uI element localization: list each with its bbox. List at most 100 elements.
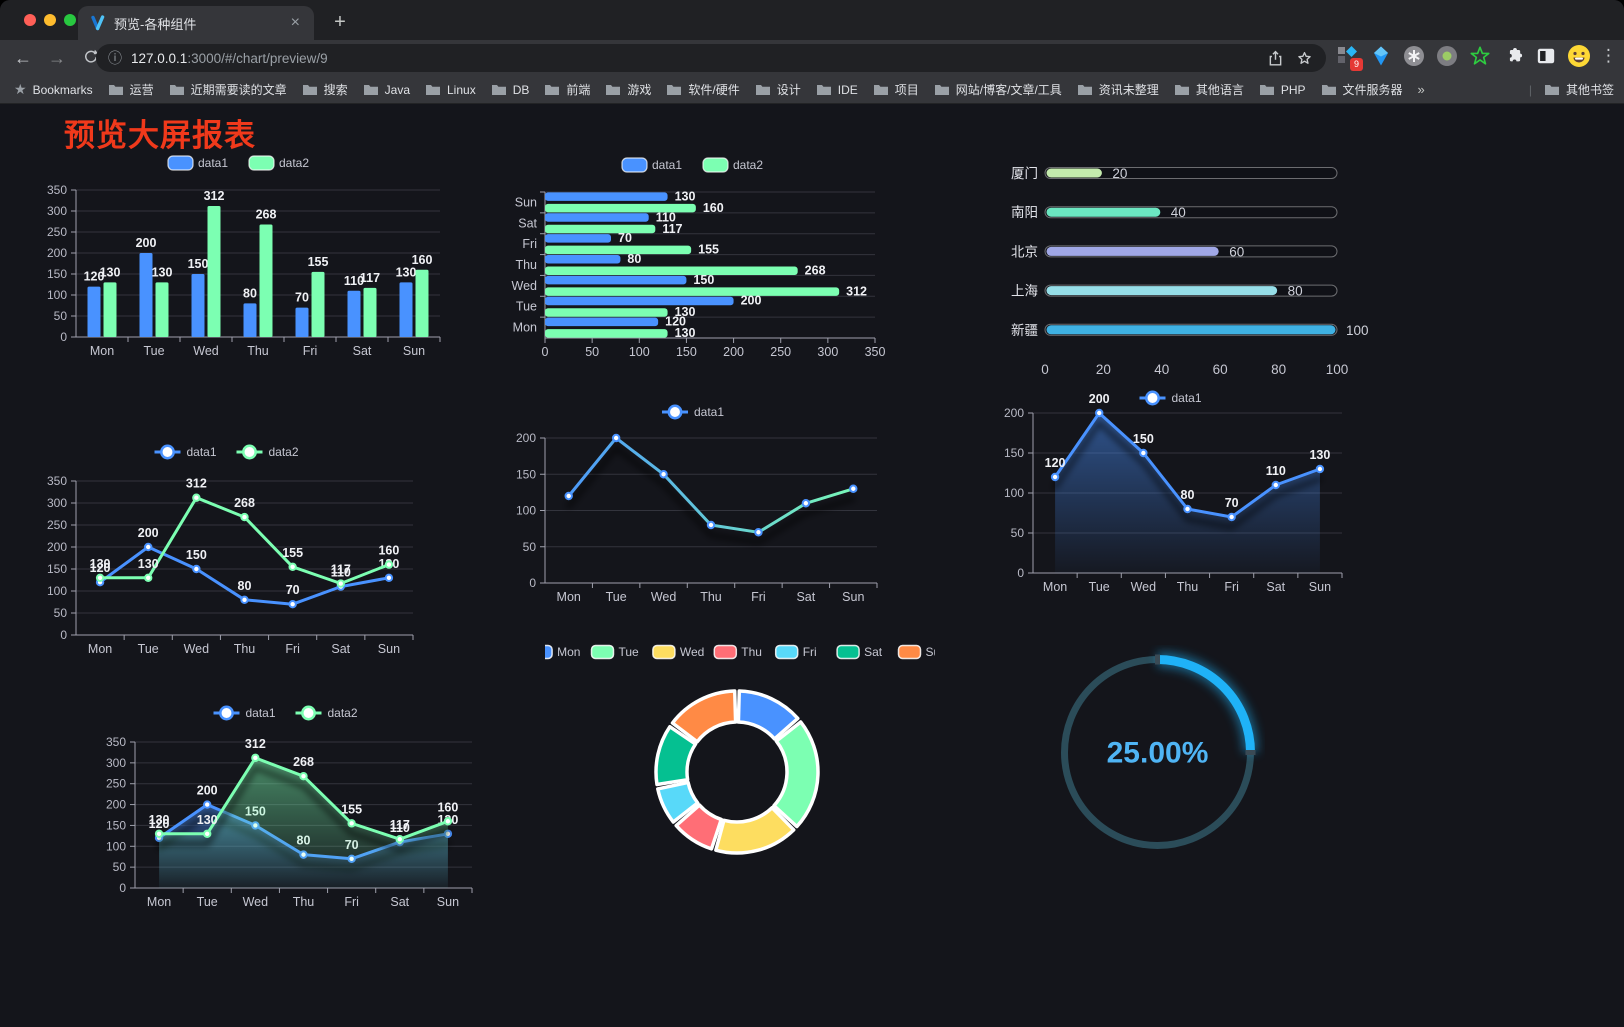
gem-extension-icon[interactable] [1369,44,1393,68]
bookmark-folder-label: 运营 [129,83,154,97]
bookmark-folder[interactable]: 前端 [544,81,590,98]
svg-text:200: 200 [136,236,157,250]
browser-tab[interactable]: 预览-各种组件 × [78,6,314,40]
folder-icon [1174,85,1189,95]
donut-svg: Mon Tue Wed Thu Fri Sat Sun [529,644,947,855]
svg-text:Sun: Sun [403,344,425,358]
url-bar[interactable]: ⓘ 127.0.0.1 :3000/#/chart/preview/9 [96,44,1326,72]
svg-text:50: 50 [523,540,537,554]
area-line-chart: data1 0 50 100 150 200 Mon Tue Wed Thu Fri Sat Sun 12… [995,385,1350,597]
bookmark-folder[interactable]: PHP [1259,83,1306,97]
bookmark-folder[interactable]: 软件/硬件 [666,81,740,98]
window-controls[interactable] [24,14,76,26]
site-info-icon[interactable]: ⓘ [108,50,122,66]
profile-avatar[interactable] [1567,44,1591,68]
other-bookmarks-folder[interactable]: 其他书签 [1544,81,1614,98]
gradient-line-svg: data1 0 50 100 150 200 Mon Tue Wed Thu Fri Sat Sun [516,404,878,604]
svg-text:Fri: Fri [344,895,359,909]
dual-area-line-svg: data1 data2 0 50 100 150 200 250 300 350 Mon Tue Wed… [106,705,473,909]
bookmark-folder[interactable]: 近期需要读的文章 [169,81,287,98]
share-icon[interactable] [1266,49,1285,68]
svg-text:Mon: Mon [1043,580,1067,594]
svg-text:data2: data2 [269,445,299,459]
svg-text:120: 120 [84,270,105,284]
grouped-bar-chart: data1 data2 0 50 100 150 200 250 300 350 Mon 120 130… [36,145,446,360]
url-host: 127.0.0.1 [131,50,188,66]
zoom-window-button[interactable] [64,14,76,26]
svg-text:北京: 北京 [1011,244,1038,259]
svg-text:Tue: Tue [143,344,164,358]
dot-circle-extension-icon[interactable] [1435,44,1459,68]
folder-icon [545,85,560,95]
tab-close-icon[interactable]: × [290,14,300,31]
svg-text:Fri: Fri [803,645,817,659]
svg-text:20: 20 [1112,166,1127,181]
bookmark-folder[interactable]: 项目 [873,81,919,98]
menu-kebab-icon[interactable]: ⋮ [1600,46,1617,65]
forward-button[interactable]: → [48,48,66,68]
bookmark-folder[interactable]: 网站/博客/文章/工具 [934,81,1062,98]
bookmarks-overflow-chevron[interactable]: » [1417,82,1425,97]
bookmark-folder[interactable]: 搜索 [302,81,348,98]
svg-text:Fri: Fri [285,642,300,656]
svg-text:data2: data2 [328,706,358,720]
svg-text:312: 312 [204,189,225,203]
svg-text:80: 80 [1181,488,1195,502]
side-panel-icon[interactable] [1534,44,1558,68]
tab-favicon-icon [91,15,105,31]
svg-text:Mon: Mon [90,344,114,358]
back-button[interactable]: ← [14,48,32,68]
svg-text:300: 300 [106,756,126,770]
extensions-area: 9 ⋮ [1336,44,1624,71]
svg-text:110: 110 [390,821,410,835]
svg-text:200: 200 [138,526,159,540]
bookmark-folder-label: 近期需要读的文章 [190,83,287,97]
svg-text:130: 130 [197,813,218,827]
bookmark-folder[interactable]: Java [363,83,410,97]
bookmark-folder[interactable]: Linux [425,83,476,97]
extensions-puzzle-icon[interactable] [1501,44,1525,68]
bookmark-folder[interactable]: 资讯未整理 [1077,81,1159,98]
bookmark-folder-label: 设计 [776,83,801,97]
svg-text:350: 350 [865,345,885,359]
svg-text:Sun: Sun [926,645,936,659]
bookmark-folder[interactable]: DB [491,83,529,97]
svg-text:0: 0 [60,628,67,642]
svg-text:data1: data1 [694,405,724,419]
page-title: 预览大屏报表 [64,118,256,153]
bookmark-folder[interactable]: 游戏 [605,81,651,98]
svg-text:110: 110 [656,210,676,224]
new-tab-button[interactable]: + [334,11,346,33]
asterisk-circle-extension-icon[interactable] [1402,44,1426,68]
minimize-window-button[interactable] [44,14,56,26]
bookmark-folder[interactable]: 运营 [108,81,154,98]
svg-text:300: 300 [817,345,838,359]
svg-text:Mon: Mon [147,895,171,909]
svg-text:80: 80 [243,286,257,300]
bookmarks-manager-item[interactable]: ★ Bookmarks [14,81,93,98]
svg-text:70: 70 [1225,496,1239,510]
folder-icon [1321,85,1336,95]
folder-icon [1077,85,1092,95]
green-star-extension-icon[interactable] [1468,44,1492,68]
svg-text:Tue: Tue [619,645,640,659]
folder-icon [934,85,949,95]
svg-text:300: 300 [47,204,67,218]
svg-text:Tue: Tue [606,590,627,604]
svg-text:20: 20 [1096,362,1111,377]
bookmark-star-icon[interactable] [1295,49,1314,68]
bookmark-folder[interactable]: IDE [816,83,858,97]
close-window-button[interactable] [24,14,36,26]
grouped-bar-svg: data1 data2050100150200250300350Mon120130… [47,155,441,358]
svg-text:0: 0 [542,345,549,359]
svg-text:268: 268 [234,496,255,510]
grid-diamond-extension-icon[interactable]: 9 [1336,44,1363,71]
bookmark-folder[interactable]: 文件服务器 [1321,81,1403,98]
bookmark-folder[interactable]: 其他语言 [1174,81,1244,98]
svg-text:Wed: Wed [512,279,538,293]
svg-text:100: 100 [106,839,126,853]
svg-text:350: 350 [47,474,67,488]
svg-text:南阳: 南阳 [1011,205,1038,220]
svg-text:Mon: Mon [513,321,537,335]
bookmark-folder[interactable]: 设计 [755,81,801,98]
